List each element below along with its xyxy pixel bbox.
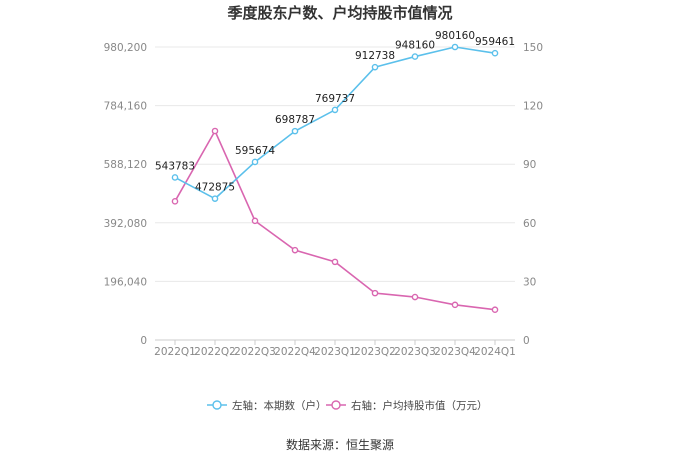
- x-tick-label: 2024Q1: [474, 346, 516, 358]
- left-axis-ticks: 0 196,040 392,080 588,120 784,160 980,200: [104, 42, 147, 347]
- x-tick-label: 2023Q1: [314, 346, 356, 358]
- left-tick-label: 196,040: [104, 276, 147, 288]
- data-point: [252, 159, 257, 164]
- right-tick-label: 90: [523, 159, 536, 171]
- legend-label: 右轴：户均持股市值（万元）: [351, 399, 488, 412]
- left-tick-label: 980,200: [104, 42, 147, 54]
- series-layer: [172, 44, 497, 312]
- right-tick-label: 30: [523, 276, 536, 288]
- data-point: [292, 129, 297, 134]
- x-tick-label: 2023Q4: [434, 346, 476, 358]
- data-label: 959461: [475, 36, 515, 48]
- data-point: [412, 54, 417, 59]
- data-point: [452, 302, 457, 307]
- data-label: 769737: [315, 93, 355, 105]
- x-tick-label: 2023Q2: [354, 346, 396, 358]
- data-point: [492, 51, 497, 56]
- x-tick-label: 2022Q2: [194, 346, 236, 358]
- series-line-1: [175, 131, 495, 310]
- left-tick-label: 0: [140, 335, 147, 347]
- data-label: 595674: [235, 145, 275, 157]
- data-point: [252, 218, 257, 223]
- left-tick-label: 588,120: [104, 159, 147, 171]
- data-point: [292, 248, 297, 253]
- data-label: 698787: [275, 114, 315, 126]
- data-label: 543783: [155, 160, 195, 172]
- left-tick-label: 784,160: [104, 101, 147, 113]
- legend-swatch-marker: [332, 401, 340, 409]
- data-label: 472875: [195, 182, 235, 194]
- data-point: [492, 307, 497, 312]
- right-axis-ticks: 0 30 60 90 120 150: [523, 42, 543, 347]
- right-tick-label: 60: [523, 218, 536, 230]
- data-point: [372, 291, 377, 296]
- data-point: [372, 65, 377, 70]
- series-line-0: [175, 47, 495, 199]
- legend-label: 左轴：本期数（户）: [232, 399, 327, 412]
- data-source: 数据来源：恒生聚源: [0, 436, 680, 453]
- x-tick-label: 2023Q3: [394, 346, 436, 358]
- data-point: [332, 107, 337, 112]
- x-tick-label: 2022Q3: [234, 346, 276, 358]
- data-point: [452, 44, 457, 49]
- right-tick-label: 150: [523, 42, 543, 54]
- data-point: [212, 196, 217, 201]
- data-point: [332, 259, 337, 264]
- data-point: [172, 199, 177, 204]
- data-point: [212, 128, 217, 133]
- data-label: 912738: [355, 50, 395, 62]
- right-tick-label: 0: [523, 335, 530, 347]
- data-point: [172, 175, 177, 180]
- right-tick-label: 120: [523, 101, 543, 113]
- legend: 左轴：本期数（户） 右轴：户均持股市值（万元）: [207, 399, 488, 412]
- x-axis-ticks: 2022Q12022Q22022Q32022Q42023Q12023Q22023…: [154, 340, 516, 358]
- left-tick-label: 392,080: [104, 218, 147, 230]
- legend-swatch-marker: [213, 401, 221, 409]
- x-tick-label: 2022Q1: [154, 346, 196, 358]
- data-label: 948160: [395, 40, 435, 52]
- data-point: [412, 294, 417, 299]
- x-tick-label: 2022Q4: [274, 346, 316, 358]
- data-label: 980160: [435, 30, 475, 42]
